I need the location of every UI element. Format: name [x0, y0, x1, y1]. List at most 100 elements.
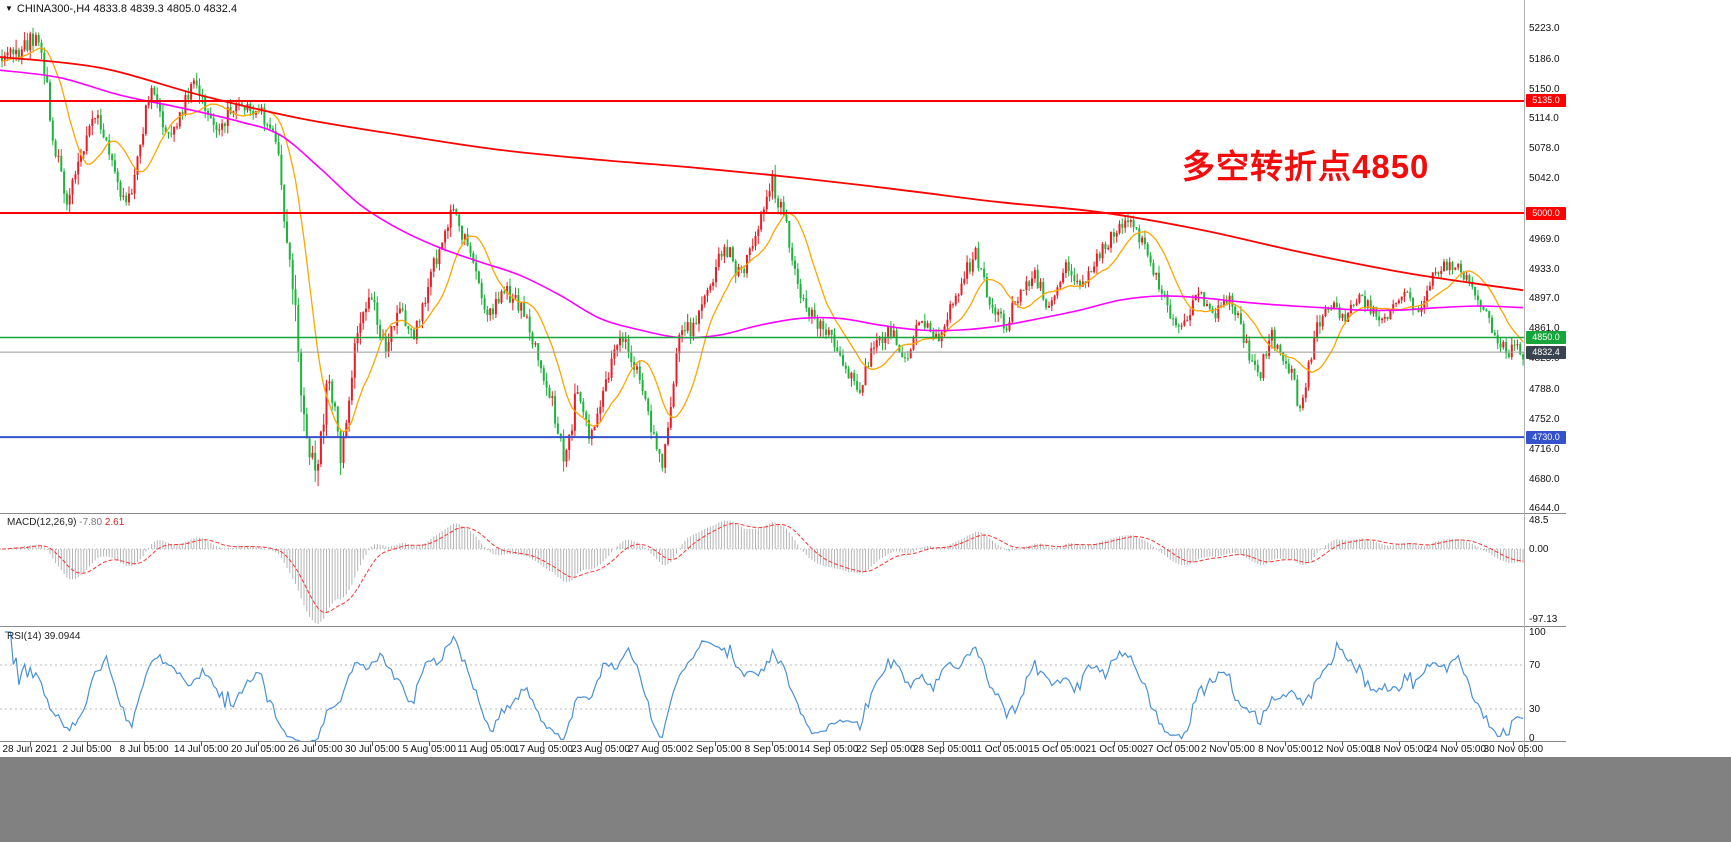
time-tick-label: 15 Oct 05:00	[1028, 744, 1086, 755]
macd-axis-label: -97.13	[1529, 613, 1558, 625]
time-tick-mark	[885, 742, 887, 746]
time-tick-mark	[429, 742, 431, 746]
time-tick-mark	[1228, 742, 1229, 746]
price-tick-label: 4825.0	[1529, 353, 1560, 365]
ma-mid-line	[0, 69, 1524, 339]
macd-name: MACD(12,26,9)	[7, 517, 77, 528]
price-tick-label: 5186.0	[1529, 53, 1560, 65]
price-axis: 5223.0 5186.0 5150.0 5114.0 5078.0 5042.0 4969…	[1526, 0, 1606, 842]
time-tick-mark	[1171, 742, 1172, 746]
price-tick-label: 5042.0	[1529, 173, 1560, 185]
time-tick-label: 12 Nov 05:00	[1312, 744, 1372, 755]
symbol-ohlc-text: CHINA300-,H4 4833.8 4839.3 4805.0 4832.4	[16, 3, 238, 15]
price-tick-label: 5223.0	[1529, 22, 1560, 34]
time-tick-label: 2 Nov 05:00	[1201, 744, 1255, 755]
time-tick-label: 14 Jul 05:00	[173, 744, 229, 755]
time-tick-label: 28 Jun 2021	[2, 744, 58, 755]
chevron-down-icon[interactable]: ▼	[5, 4, 13, 13]
time-tick-mark	[1285, 742, 1287, 746]
price-tick-label: 4752.0	[1529, 413, 1560, 425]
candlesticks	[1, 27, 1524, 487]
ma-fast-line	[1, 47, 1524, 433]
ma-slow-line	[0, 56, 1524, 292]
macd-axis-label: 0.00	[1529, 544, 1549, 555]
time-tick-mark	[999, 742, 1001, 746]
time-tick-label: 5 Aug 05:00	[402, 744, 456, 755]
time-tick-label: 2 Jul 05:00	[62, 744, 112, 755]
time-tick-label: 26 Jul 05:00	[288, 744, 343, 755]
price-level-label[interactable]: 4730.0	[1526, 430, 1566, 444]
time-tick-mark	[771, 742, 773, 746]
rsi-axis-label: 0	[1529, 733, 1535, 744]
time-tick-mark	[372, 742, 374, 746]
time-tick-label: 18 Nov 05:00	[1369, 744, 1429, 755]
chart-annotation: 多空转折点4850	[1182, 148, 1430, 185]
rsi-name: RSI(14)	[7, 631, 42, 642]
time-tick-mark	[600, 742, 602, 746]
window-bottom-strip	[0, 757, 1731, 842]
rsi-line	[4, 631, 1524, 741]
current-price-label: 4832.4	[1526, 345, 1566, 359]
macd-axis-label: 48.5	[1529, 515, 1549, 526]
rsi-axis-label: 30	[1529, 704, 1541, 715]
price-level-label[interactable]: 5000.0	[1526, 206, 1566, 220]
time-tick-mark	[828, 742, 830, 746]
time-tick-mark	[1513, 742, 1515, 746]
time-tick-label: 28 Sep 05:00	[913, 744, 973, 755]
time-tick-mark	[30, 742, 31, 746]
time-tick-label: 30 Jul 05:00	[345, 744, 400, 755]
time-tick-label: 23 Aug 05:00	[571, 744, 630, 755]
time-tick-label: 8 Nov 05:00	[1258, 744, 1313, 755]
macd-main-value: -7.80	[79, 517, 103, 528]
time-tick-label: 17 Aug 05:00	[513, 744, 573, 755]
panel-separator	[0, 741, 1566, 742]
time-tick-mark	[201, 742, 203, 746]
macd-label: MACD(12,26,9) -7.80 2.61	[7, 517, 124, 528]
time-tick-mark	[657, 742, 659, 746]
macd-indicator-chart[interactable]	[0, 514, 1524, 626]
time-tick-mark	[258, 742, 260, 746]
price-tick-label: 4788.0	[1529, 383, 1560, 395]
price-level-label[interactable]: 4850.0	[1526, 331, 1566, 344]
time-tick-mark	[714, 742, 716, 746]
time-tick-mark	[1456, 742, 1458, 746]
time-tick-mark	[1399, 742, 1401, 746]
candlestick-chart[interactable]	[0, 0, 1524, 513]
time-tick-mark	[942, 742, 944, 746]
time-axis: 28 Jun 2021 2 Jul 05:00 8 Jul 05:00 14 Jul …	[0, 742, 1566, 757]
time-tick-label: 21 Oct 05:00	[1085, 744, 1143, 755]
time-tick-label: 2 Sep 05:00	[687, 744, 742, 755]
price-tick-label: 4933.0	[1529, 263, 1560, 275]
price-tick-label: 4716.0	[1529, 443, 1560, 455]
price-tick-label: 4644.0	[1529, 503, 1560, 515]
time-tick-mark	[1056, 742, 1058, 746]
panel-separator[interactable]	[0, 626, 1566, 627]
time-tick-mark	[144, 742, 146, 746]
rsi-value: 39.0944	[44, 631, 81, 642]
price-tick-label: 5150.0	[1529, 83, 1560, 95]
price-tick-label: 5114.0	[1529, 113, 1559, 125]
time-tick-label: 27 Aug 05:00	[628, 744, 687, 755]
panel-separator[interactable]	[0, 513, 1566, 514]
time-tick-mark	[543, 742, 545, 746]
time-tick-label: 11 Oct 05:00	[971, 744, 1029, 755]
time-tick-mark	[315, 742, 317, 746]
price-level-label[interactable]: 5135.0	[1526, 94, 1566, 108]
time-tick-label: 27 Oct 05:00	[1142, 744, 1200, 755]
rsi-indicator-chart[interactable]	[0, 627, 1524, 741]
macd-histogram	[4, 520, 1524, 624]
price-tick-label: 5078.0	[1529, 143, 1560, 155]
rsi-axis-label: 100	[1529, 627, 1546, 638]
time-tick-mark	[1342, 742, 1344, 746]
price-tick-label: 4897.0	[1529, 293, 1560, 305]
price-axis-border	[1524, 0, 1525, 757]
price-tick-label: 4861.0	[1529, 323, 1560, 335]
symbol-info-bar: ▼ CHINA300-,H4 4833.8 4839.3 4805.0 4832.…	[5, 3, 237, 15]
rsi-label: RSI(14) 39.0944	[7, 631, 80, 642]
time-tick-label: 8 Sep 05:00	[744, 744, 799, 755]
time-tick-label: 14 Sep 05:00	[798, 744, 859, 755]
time-tick-label: 24 Nov 05:00	[1426, 744, 1487, 755]
time-tick-mark	[87, 742, 88, 746]
time-tick-label: 30 Nov 05:00	[1483, 744, 1544, 755]
